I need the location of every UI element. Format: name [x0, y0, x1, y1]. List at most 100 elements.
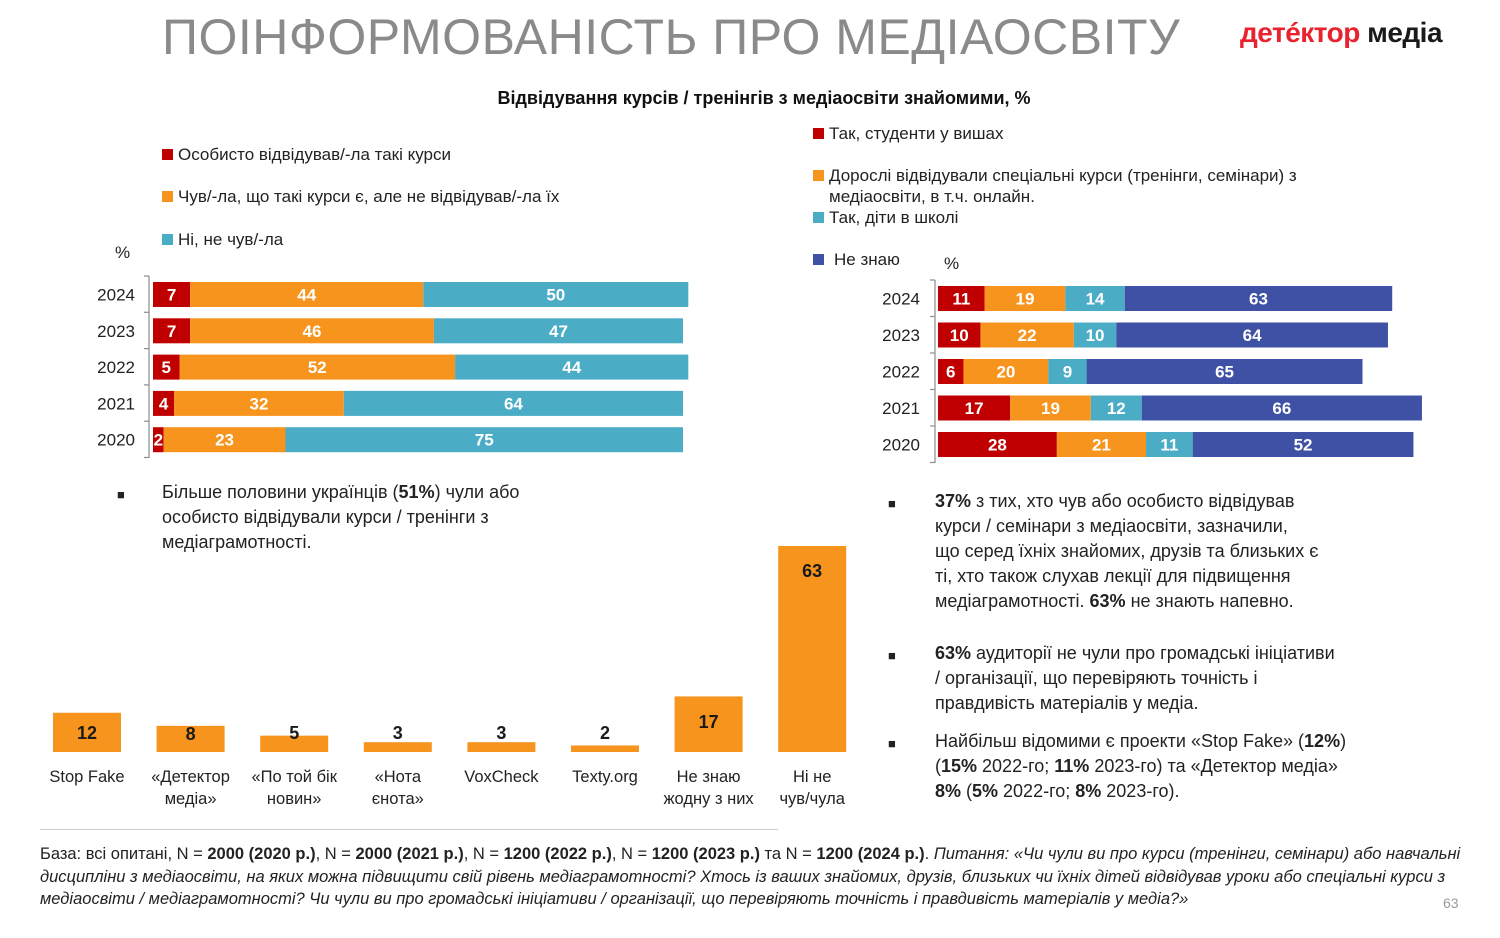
chart-fact-check-awareness: 12 Stop Fake 8 «Детектор медіа» 5 «По той бік н…: [49, 546, 847, 808]
bar-value-label: 5: [162, 358, 171, 377]
bar-segment: [1146, 432, 1193, 457]
bar-segment: [938, 359, 964, 384]
x-tick-label: Не знаю: [677, 768, 741, 786]
bar-value-label: 19: [1041, 399, 1060, 418]
bar-value-label: 47: [549, 322, 568, 341]
highlight-value: 8%: [1075, 781, 1102, 801]
text: Більше половини українців (: [162, 482, 399, 502]
bar-value-label: 3: [393, 723, 403, 743]
bar-segment: [153, 427, 164, 453]
bar-segment: [938, 286, 985, 311]
bar-segment: [455, 354, 689, 380]
bullet-square-icon: ■: [888, 736, 896, 751]
legend-item-heard-not-attended: Чув/-ла, що такі курси є, але не відвіду…: [162, 186, 559, 207]
legend-item-children-school: Так, діти в школі: [813, 207, 958, 228]
bar-value-label: 75: [475, 431, 494, 450]
bar-value-label: 21: [1092, 436, 1111, 455]
bar-value-label: 12: [77, 723, 97, 743]
slide-title: ПОІНФОРМОВАНІСТЬ ПРО МЕДІАОСВІТУ: [162, 9, 1181, 65]
text: (: [961, 781, 973, 801]
x-tick-label: «По той бік: [251, 768, 337, 786]
bar-value-label: 4: [159, 394, 169, 413]
legend-item-personally-attended: Особисто відвідував/-ла такі курси: [162, 144, 451, 165]
bullet-text: Більше половини українців (51%) чули або…: [162, 480, 642, 555]
bullet-text: Найбільш відомими є проекти «Stop Fake» …: [935, 729, 1480, 804]
bar: [467, 742, 536, 752]
bar-value-label: 10: [950, 326, 969, 345]
text: ) чули або: [434, 482, 520, 502]
highlight-value: 11%: [1054, 756, 1090, 776]
bar-segment: [1048, 359, 1087, 384]
text: медіаграмотності.: [162, 532, 312, 552]
x-tick-label: жодну з них: [664, 790, 755, 808]
bar-segment: [1073, 322, 1117, 348]
bar-segment: [153, 318, 191, 344]
bar-segment: [1192, 432, 1414, 457]
text: 2023-го) та «Детектор медіа»: [1089, 756, 1338, 776]
x-tick-label: Ні не: [793, 768, 831, 786]
bar-value-label: 66: [1272, 399, 1291, 418]
sample-size: 1200 (2022 р.): [503, 845, 612, 863]
bar-value-label: 64: [1243, 326, 1262, 345]
bar-value-label: 20: [996, 363, 1015, 382]
legend-swatch-red: [162, 149, 173, 160]
text: та N =: [759, 845, 817, 863]
text: .: [924, 845, 934, 863]
text: ті, хто також слухав лекції для підвищен…: [935, 566, 1291, 586]
bar-value-label: 46: [303, 322, 322, 341]
legend-label: Особисто відвідував/-ла такі курси: [178, 145, 452, 164]
bar-value-label: 65: [1215, 363, 1234, 382]
legend-item-dont-know: Не знаю: [813, 249, 900, 270]
y-tick-label: 2021: [882, 399, 920, 418]
bar: [674, 696, 743, 752]
bar-segment: [163, 427, 286, 453]
bullet-text: 63% аудиторії не чули про громадські іні…: [935, 641, 1465, 716]
sample-size: 2000 (2020 р.): [207, 845, 316, 863]
bar-value-label: 3: [496, 723, 506, 743]
text: База: всі опитані, N =: [40, 845, 208, 863]
legend-label: Так, діти в школі: [829, 208, 959, 227]
legend-label: Дорослі відвідували спеціальні курси (тр…: [829, 165, 1297, 207]
bar-segment: [153, 390, 175, 416]
text: що серед їхніх знайомих, друзів та близь…: [935, 541, 1319, 561]
legend-label: Ні, не чув/-ла: [178, 230, 284, 249]
bar-segment: [179, 354, 456, 380]
bar-value-label: 52: [308, 358, 327, 377]
text: медіаграмотності.: [935, 591, 1090, 611]
x-tick-label: «Детектор: [151, 768, 230, 786]
bar-value-label: 14: [1086, 290, 1105, 309]
text: Найбільш відомими є проекти «Stop Fake» …: [935, 731, 1305, 751]
bar-value-label: 22: [1018, 326, 1037, 345]
page-number: 63: [1443, 895, 1459, 911]
sample-size: 1200 (2024 р.): [816, 845, 925, 863]
highlight-value: 8%: [935, 781, 962, 801]
bar-value-label: 50: [546, 286, 565, 305]
legend-swatch-navy: [813, 254, 824, 265]
bullet-text: 37% з тих, хто чув або особисто відвідув…: [935, 489, 1465, 614]
bar-segment: [190, 282, 424, 307]
bar-value-label: 28: [988, 436, 1007, 455]
x-tick-label: Texty.org: [572, 768, 638, 786]
bar-segment: [938, 395, 1011, 421]
text: аудиторії не чули про громадські ініціат…: [971, 643, 1335, 663]
legend-label: Чув/-ла, що такі курси є, але не відвіду…: [178, 187, 560, 206]
bar-value-label: 63: [802, 561, 822, 581]
bar-value-label: 52: [1294, 436, 1313, 455]
bar-segment: [174, 390, 344, 416]
chart-personal-attendance: 2024 7 44 50 2023 7 46 47 2022 5 52 44 2021 4 32 64 2020…: [97, 275, 689, 459]
x-tick-label: новин»: [267, 790, 322, 808]
bar: [778, 546, 847, 752]
bar-value-label: 17: [965, 399, 984, 418]
bar-value-label: 7: [167, 322, 176, 341]
text: (: [935, 756, 941, 776]
bar-value-label: 10: [1086, 326, 1105, 345]
y-tick-label: 2023: [97, 322, 135, 341]
x-tick-label: Stop Fake: [49, 768, 124, 786]
text: особисто відвідували курси / тренінги з: [162, 507, 489, 527]
bar-value-label: 44: [297, 286, 316, 305]
bar-value-label: 23: [215, 431, 234, 450]
bar-value-label: 64: [504, 394, 523, 413]
text: , N =: [463, 845, 504, 863]
footnote: База: всі опитані, N = 2000 (2020 р.) , N…: [40, 843, 1470, 911]
y-tick-label: 2023: [882, 326, 920, 345]
